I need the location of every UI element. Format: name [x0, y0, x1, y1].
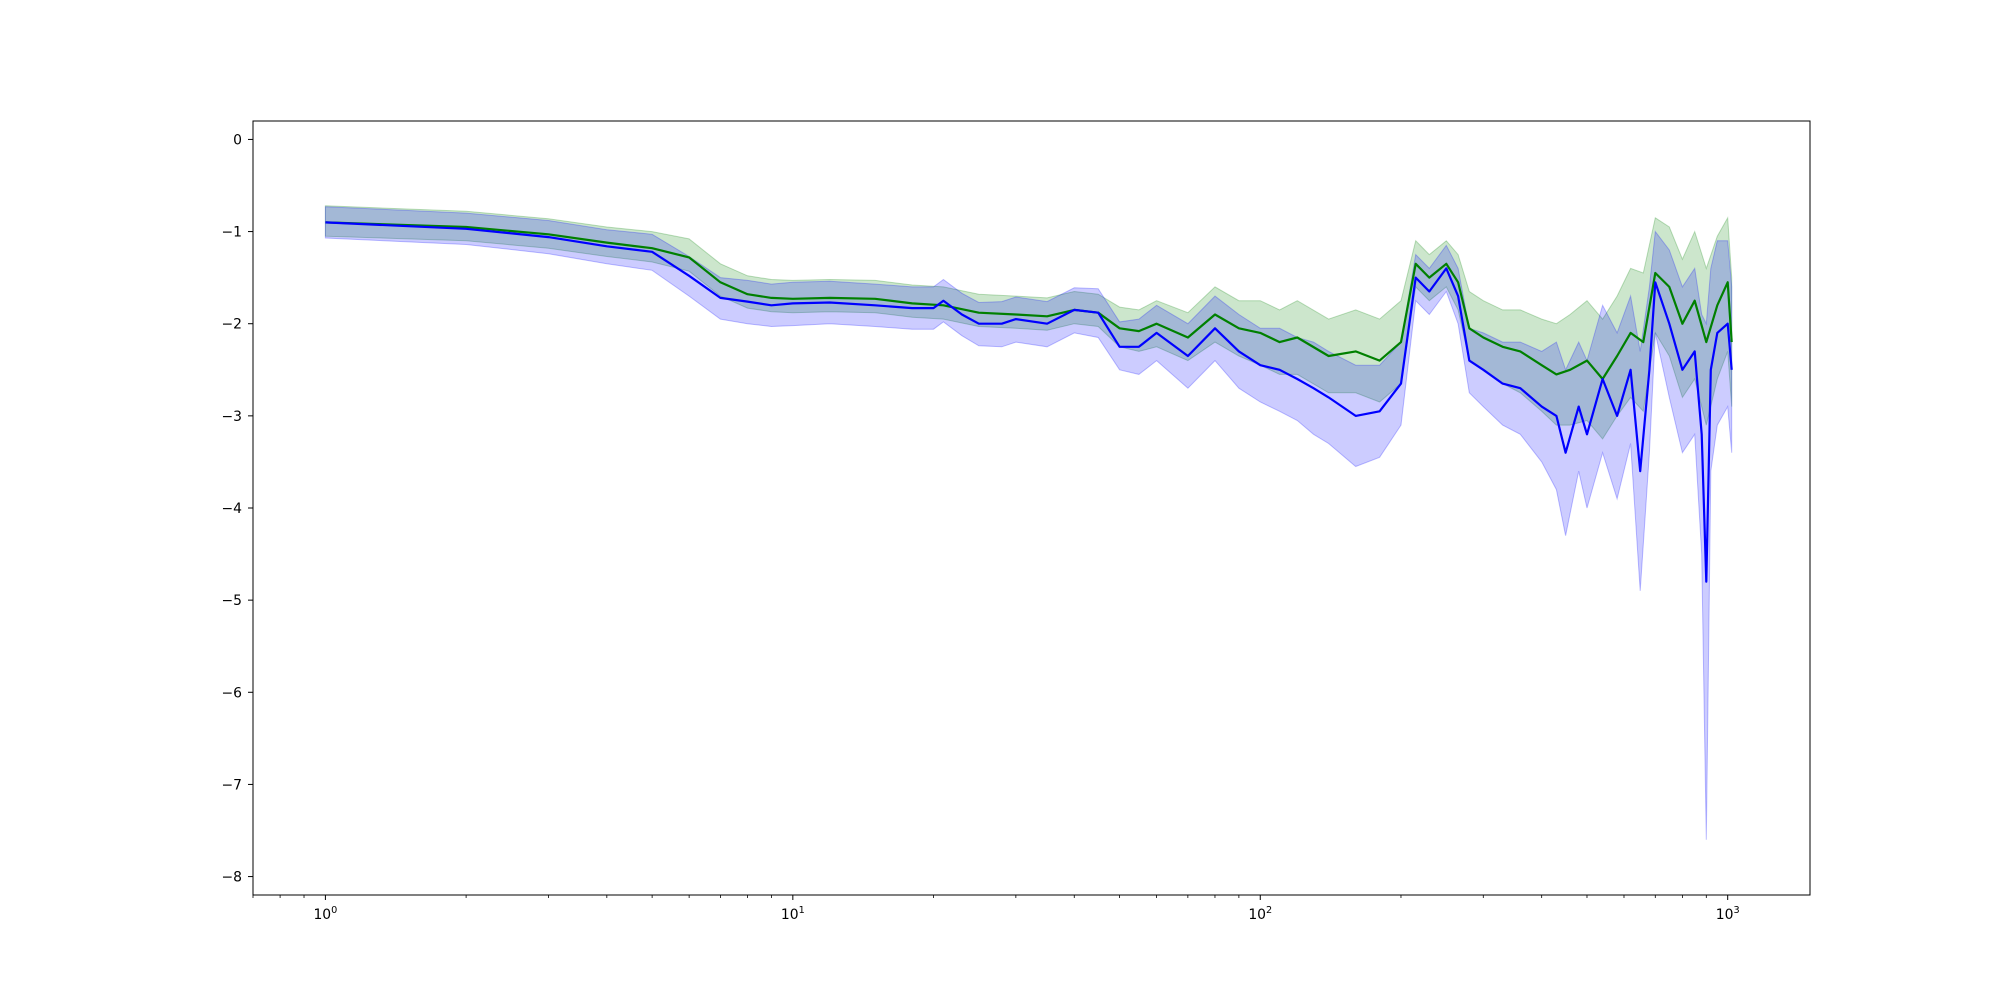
- series-1-line: [325, 221, 1733, 583]
- y-tick-label: −8: [222, 870, 242, 886]
- y-tick-label: −4: [222, 501, 243, 517]
- x-tick-label: 101: [781, 905, 805, 923]
- series-lines: [325, 221, 1733, 583]
- y-tick-label: −2: [222, 317, 242, 333]
- y-axis: 0 −1 −2 −3 −4 −5 −6 −7 −8: [222, 132, 253, 886]
- x-axis: 100 101 102 103: [252, 895, 1740, 923]
- y-tick-label: −3: [222, 409, 242, 425]
- y-tick-label: −7: [222, 777, 242, 793]
- y-tick-label: −5: [222, 593, 242, 609]
- x-tick-label: 102: [1248, 905, 1272, 923]
- series-1-band: [324, 206, 1733, 840]
- series-0-line: [325, 221, 1733, 381]
- y-tick-label: 0: [233, 132, 242, 148]
- confidence-bands: [324, 205, 1733, 840]
- y-tick-label: −1: [222, 225, 242, 241]
- y-tick-label: −6: [222, 685, 242, 701]
- x-tick-label: 103: [1716, 905, 1740, 923]
- x-tick-label: 100: [313, 905, 337, 923]
- series-0-band: [324, 205, 1733, 440]
